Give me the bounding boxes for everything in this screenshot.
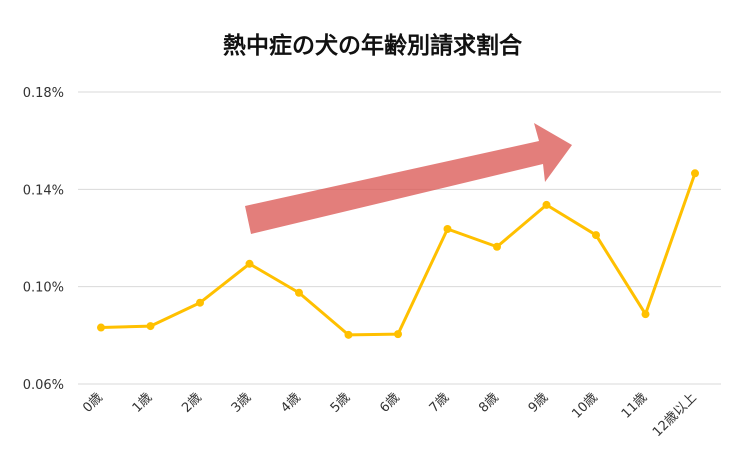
x-tick-label: 0歳 [80, 390, 106, 416]
data-point [97, 323, 105, 332]
data-point [592, 231, 600, 240]
x-tick-label: 4歳 [278, 390, 304, 416]
data-point [394, 330, 402, 339]
y-tick-label: 0.18% [23, 86, 64, 101]
y-tick-label: 0.06% [23, 378, 64, 393]
x-tick-label: 12歳以上 [650, 390, 700, 440]
x-tick-label: 11歳 [619, 390, 650, 421]
data-point [344, 330, 353, 339]
data-point [542, 200, 551, 209]
x-tick-label: 6歳 [377, 390, 403, 416]
x-tick-label: 7歳 [427, 390, 453, 416]
data-point [196, 298, 204, 307]
x-tick-label: 1歳 [130, 390, 156, 416]
data-points [97, 169, 699, 339]
gridlines [78, 91, 721, 385]
x-axis-ticks: 0歳 1歳 2歳 3歳 4歳 5歳 6歳 7歳 8歳 9歳 10歳 11歳 12歳以上 [80, 390, 700, 440]
x-tick-label: 8歳 [476, 390, 502, 416]
data-point [641, 310, 650, 319]
x-tick-label: 10歳 [569, 390, 600, 421]
x-tick-label: 2歳 [179, 390, 205, 416]
y-tick-label: 0.10% [23, 281, 64, 296]
data-point [295, 288, 303, 297]
data-point [443, 224, 452, 233]
y-tick-label: 0.14% [23, 183, 64, 198]
data-point [245, 259, 254, 268]
y-axis-ticks: 0.06% 0.10% 0.14% 0.18% [23, 86, 64, 393]
data-point [493, 242, 501, 251]
x-tick-label: 9歳 [526, 390, 552, 416]
trend-arrow [245, 123, 572, 234]
chart-title: 熱中症の犬の年齢別請求割合 [223, 33, 522, 59]
data-point [691, 169, 699, 178]
x-tick-label: 3歳 [229, 390, 255, 416]
data-point [146, 322, 155, 331]
x-tick-label: 5歳 [328, 390, 354, 416]
